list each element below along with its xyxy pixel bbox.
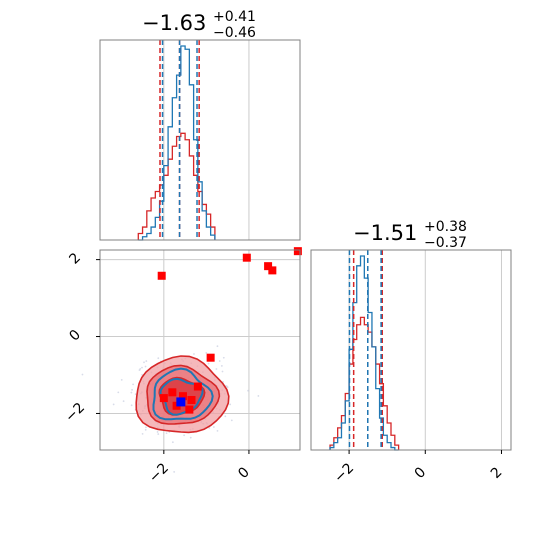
sample-point — [173, 471, 176, 473]
red-marker — [178, 392, 187, 401]
histogram-panel-2: −2 0 2 — [310, 249, 512, 486]
title-hist-1: −1.63 +0.41 −0.46 — [142, 9, 256, 41]
sample-point — [130, 404, 133, 407]
histogram-1-blue — [138, 45, 216, 241]
sample-point — [117, 391, 120, 394]
sample-point — [130, 391, 133, 394]
red-marker — [293, 247, 302, 256]
x-tick-label: −2 — [146, 460, 172, 486]
red-marker — [268, 266, 277, 275]
sample-point — [134, 393, 137, 396]
sample-point — [229, 403, 232, 406]
y-tick-label: 2 — [66, 250, 84, 268]
sample-point — [221, 370, 224, 373]
red-marker — [264, 262, 273, 271]
title-1-value: −1.63 — [142, 11, 206, 35]
sample-point — [257, 395, 260, 397]
panel-frame — [99, 249, 301, 451]
histogram-2-blue — [329, 255, 399, 451]
sample-point — [218, 360, 221, 362]
sample-point — [247, 389, 249, 392]
y-tick-label: 0 — [66, 327, 84, 345]
red-marker — [159, 394, 168, 403]
sample-point — [224, 415, 227, 418]
sample-point — [122, 400, 125, 403]
title-2-minus: −0.37 — [424, 235, 467, 251]
sample-point — [212, 426, 215, 428]
sample-point — [143, 361, 145, 364]
y-tick-label: −2 — [62, 400, 88, 426]
sample-point — [145, 360, 148, 362]
title-1-plus: +0.41 — [213, 9, 256, 25]
sample-point — [112, 403, 115, 406]
sample-point — [141, 432, 144, 435]
x-tick-label: 2 — [488, 464, 506, 482]
histogram-2-red — [329, 316, 400, 450]
blue-marker — [176, 397, 186, 407]
sample-point — [208, 427, 211, 429]
sample-point — [157, 357, 160, 360]
red-marker — [187, 396, 196, 404]
sample-point — [207, 362, 210, 365]
contour-blue-outer — [152, 367, 214, 421]
title-2-plus: +0.38 — [424, 219, 467, 235]
sample-point — [156, 431, 159, 433]
sample-point — [81, 373, 84, 376]
sample-point — [225, 385, 228, 387]
sample-point — [230, 419, 233, 422]
sample-point — [216, 345, 219, 348]
sample-point — [157, 433, 160, 435]
x-tick-label: 0 — [235, 464, 253, 482]
title-2-value: −1.51 — [353, 221, 417, 245]
histogram-1-red — [137, 132, 216, 240]
panel-frame — [99, 39, 301, 241]
red-marker — [168, 388, 177, 397]
sample-point — [131, 388, 133, 391]
sample-point — [183, 434, 186, 437]
sample-point — [145, 426, 147, 429]
sample-point — [141, 366, 143, 369]
histogram-panel-1 — [99, 39, 301, 241]
sample-point — [189, 436, 192, 439]
red-marker — [206, 353, 215, 362]
sample-point — [171, 441, 174, 444]
sample-point — [222, 356, 225, 359]
x-tick-label: −2 — [331, 460, 357, 486]
sample-point — [193, 353, 195, 355]
sample-point — [132, 383, 134, 386]
red-marker — [185, 405, 194, 414]
sample-point — [165, 432, 168, 435]
sample-point — [205, 352, 208, 354]
sample-point — [144, 428, 147, 431]
red-marker — [193, 382, 202, 391]
x-tick-label: 0 — [412, 464, 430, 482]
sample-point — [220, 365, 223, 367]
sample-point — [139, 367, 142, 370]
red-marker — [242, 253, 251, 262]
sample-point — [120, 378, 123, 381]
panel-frame — [310, 249, 512, 451]
title-1-minus: −0.46 — [213, 25, 256, 41]
scatter-panel: −2 0 2 −2 0 — [62, 247, 302, 486]
red-marker — [157, 271, 166, 280]
sample-point — [216, 429, 219, 432]
title-hist-2: −1.51 +0.38 −0.37 — [353, 219, 467, 251]
sample-point — [215, 368, 218, 370]
sample-point — [144, 365, 147, 368]
